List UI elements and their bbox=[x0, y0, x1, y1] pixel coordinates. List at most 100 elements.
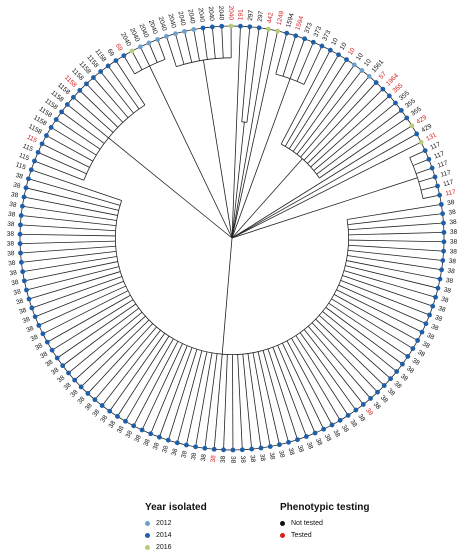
legend-year-2014-label: 2014 bbox=[156, 532, 172, 539]
tip-label: 38 bbox=[91, 408, 101, 418]
tip-dot bbox=[409, 123, 414, 128]
tip-dot bbox=[36, 323, 41, 328]
tip-dot bbox=[18, 251, 23, 256]
tip-dot bbox=[435, 184, 440, 189]
tip-dot bbox=[338, 418, 343, 423]
tip-label: 38 bbox=[18, 307, 27, 316]
tip-label: 38 bbox=[220, 455, 227, 463]
tip-label: 10 bbox=[355, 52, 365, 62]
tip-dot bbox=[368, 396, 373, 401]
tip-dot bbox=[166, 438, 171, 443]
tip-dot bbox=[268, 444, 273, 449]
tip-label: 57 bbox=[378, 70, 388, 80]
tip-label: 38 bbox=[287, 447, 296, 456]
tip-label: 38 bbox=[13, 288, 22, 297]
tip-label: 38 bbox=[44, 358, 54, 368]
tip-label: 38 bbox=[10, 191, 19, 199]
tip-branch bbox=[348, 250, 443, 260]
tip-branch bbox=[194, 29, 200, 60]
tip-label: 38 bbox=[8, 260, 16, 268]
tip-branch bbox=[291, 338, 340, 420]
tip-dot bbox=[404, 116, 409, 121]
tip-label: 2040 bbox=[217, 6, 225, 21]
tip-label: 1594 bbox=[285, 12, 296, 28]
tip-branch bbox=[185, 31, 192, 62]
tip-label: 38 bbox=[200, 453, 208, 461]
tip-label: 38 bbox=[340, 424, 350, 434]
tip-branch bbox=[20, 241, 115, 244]
tip-branch bbox=[346, 261, 440, 279]
tip-label: 38 bbox=[133, 434, 143, 444]
tip-dot bbox=[440, 211, 445, 216]
tip-label: 38 bbox=[440, 296, 449, 305]
dot-2014-icon bbox=[145, 533, 150, 538]
tip-label: 38 bbox=[447, 199, 456, 207]
tip-dot bbox=[219, 24, 224, 29]
tip-branch bbox=[289, 60, 346, 149]
tip-branch bbox=[348, 223, 443, 230]
tip-label: 38 bbox=[56, 374, 66, 384]
tip-label: 38 bbox=[190, 452, 198, 461]
tip-dot bbox=[18, 241, 23, 246]
tip-label: 38 bbox=[39, 350, 49, 360]
tip-dot bbox=[240, 447, 245, 452]
leaf-branch bbox=[232, 29, 268, 238]
tip-label: 38 bbox=[161, 445, 170, 454]
tip-branch bbox=[86, 84, 122, 123]
tip-dot bbox=[344, 57, 349, 62]
tip-dot bbox=[191, 27, 196, 32]
tip-dot bbox=[40, 141, 45, 146]
tip-label: 38 bbox=[277, 450, 286, 459]
tip-label: 38 bbox=[9, 269, 18, 277]
legend-not-tested-label: Not tested bbox=[291, 520, 323, 527]
tip-label: 117 bbox=[445, 189, 457, 198]
tip-dot bbox=[182, 29, 187, 34]
tip-branch bbox=[283, 36, 296, 76]
tip-dot bbox=[375, 390, 380, 395]
tip-dot bbox=[439, 267, 444, 272]
tip-label: 38 bbox=[416, 349, 426, 359]
tip-dot bbox=[437, 193, 442, 198]
tip-label: 38 bbox=[15, 172, 24, 181]
tip-dot bbox=[72, 378, 77, 383]
tip-branch bbox=[421, 186, 437, 190]
tip-label: 38 bbox=[296, 444, 305, 453]
tip-dot bbox=[138, 44, 143, 49]
tip-branch bbox=[158, 39, 165, 59]
tip-dot bbox=[85, 391, 90, 396]
tip-branch bbox=[342, 276, 432, 307]
tip-label: 117 bbox=[433, 150, 446, 160]
tip-dot bbox=[20, 204, 25, 209]
tip-dot bbox=[115, 414, 120, 419]
tip-label: 38 bbox=[445, 277, 454, 285]
tip-branch bbox=[22, 206, 116, 220]
tip-branch bbox=[24, 262, 117, 281]
tip-label: 38 bbox=[379, 394, 389, 404]
tip-label: 38 bbox=[76, 395, 86, 405]
tip-dot bbox=[36, 150, 41, 155]
tip-dot bbox=[353, 408, 358, 413]
tip-dot bbox=[436, 286, 441, 291]
tip-dot bbox=[442, 230, 447, 235]
tip-dot bbox=[18, 232, 23, 237]
tip-dot bbox=[266, 27, 271, 32]
clade-branch bbox=[222, 238, 232, 354]
tip-branch bbox=[304, 46, 322, 84]
clade-branch bbox=[232, 159, 302, 238]
tip-dot bbox=[98, 69, 103, 74]
tip-label: 38 bbox=[450, 239, 458, 246]
tip-label: 117 bbox=[429, 141, 442, 152]
tip-label: 38 bbox=[116, 424, 126, 434]
leaf-branch bbox=[232, 134, 417, 238]
tip-dot bbox=[59, 109, 64, 114]
tip-dot bbox=[107, 409, 112, 414]
tip-dot bbox=[295, 437, 300, 442]
tip-dot bbox=[311, 40, 316, 45]
tip-dot bbox=[302, 36, 307, 41]
tip-dot bbox=[201, 26, 206, 31]
tip-dot bbox=[147, 41, 152, 46]
tip-branch bbox=[212, 27, 215, 59]
tip-branch bbox=[222, 26, 224, 58]
tip-branch bbox=[21, 251, 116, 262]
tip-branch bbox=[348, 214, 443, 225]
